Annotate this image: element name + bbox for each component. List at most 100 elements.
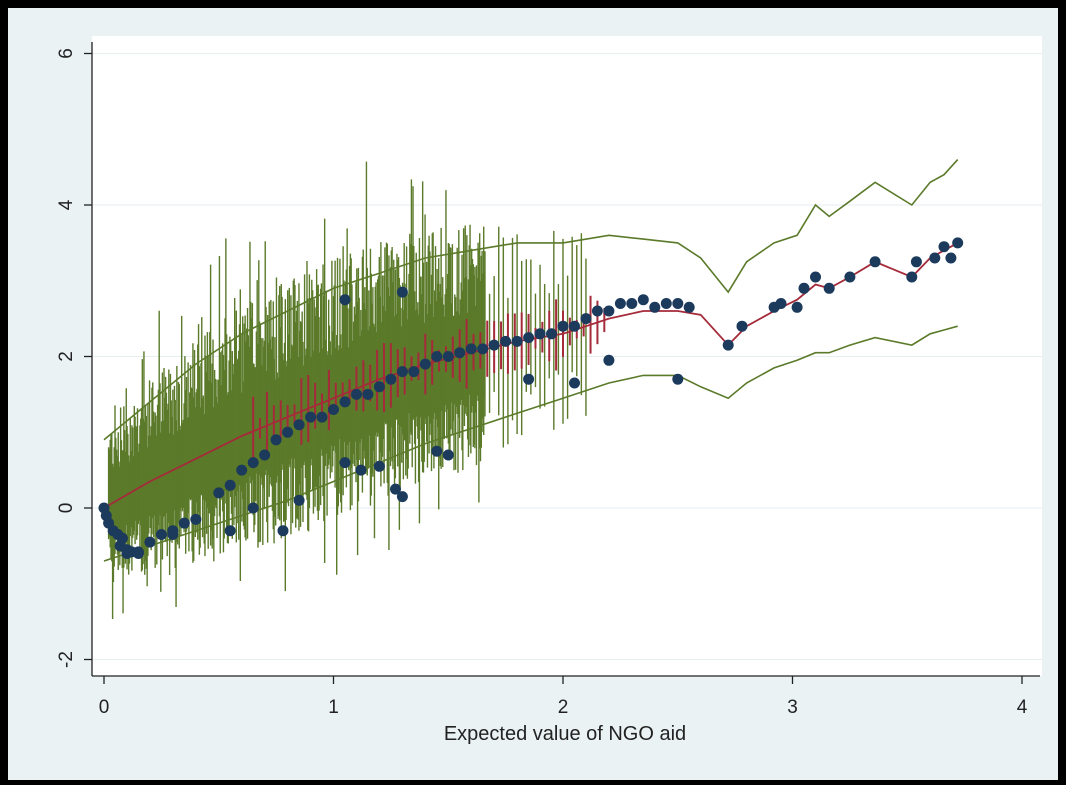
scatter-point	[224, 525, 236, 537]
scatter-point	[190, 513, 202, 525]
fit-line-layer	[103, 159, 959, 562]
y-tick-label: 2	[56, 351, 77, 362]
scatter-point	[277, 525, 289, 537]
x-tick-label: 2	[558, 697, 569, 718]
x-tick-label: 0	[99, 697, 110, 718]
scatter-point	[775, 298, 787, 309]
scatter-point	[114, 540, 126, 552]
scatter-point	[454, 347, 466, 359]
y-tick-label: -2	[56, 651, 77, 668]
scatter-point	[906, 271, 918, 283]
scatter-point	[390, 483, 401, 495]
scatter-point	[408, 366, 420, 378]
scatter-point	[293, 494, 305, 506]
scatter-point	[603, 354, 615, 366]
scatter-point	[431, 445, 443, 457]
scatter-point	[442, 449, 454, 461]
scatter-point	[465, 343, 477, 355]
scatter-point	[396, 366, 408, 378]
scatter-point	[569, 377, 580, 389]
scatter-point	[637, 294, 649, 306]
scatter-point	[736, 320, 748, 332]
scatter-point	[844, 271, 856, 283]
scatter-point	[339, 457, 351, 469]
scatter-point	[213, 487, 225, 499]
scatter-point	[224, 479, 236, 491]
scatter-point	[798, 282, 810, 294]
scatter-point	[270, 434, 282, 446]
scatter-point	[546, 328, 557, 340]
fit-line	[103, 242, 959, 509]
scatter-point	[591, 305, 603, 317]
scatter-point	[488, 339, 500, 351]
scatter-point	[355, 464, 367, 476]
scatter-point	[938, 241, 950, 253]
scatter-point	[672, 373, 684, 385]
scatter-point	[910, 256, 922, 268]
scatter-point	[144, 536, 156, 548]
scatter-point	[442, 351, 454, 362]
scatter-point	[672, 298, 684, 309]
scatter-point	[557, 320, 569, 332]
scatter-point	[351, 388, 362, 400]
scatter-point	[477, 343, 489, 355]
scatter-point	[431, 351, 443, 362]
scatter-point	[167, 529, 179, 540]
y-tick-label: 4	[56, 199, 77, 210]
scatter-point	[155, 529, 167, 540]
scatter-point	[339, 294, 351, 306]
scatter-point	[328, 404, 339, 415]
scatter-point	[396, 286, 408, 298]
y-tick-label: 6	[56, 48, 77, 59]
scatter-point	[121, 548, 133, 559]
scatter-point	[282, 426, 294, 438]
scatter-point	[316, 411, 328, 423]
scatter-point	[626, 298, 638, 309]
scatter-point	[823, 282, 835, 294]
scatter-point	[569, 320, 580, 332]
scatter-point	[305, 411, 317, 423]
scatter-point	[373, 460, 385, 472]
scatter-point	[511, 335, 523, 347]
scatter-point	[247, 502, 259, 514]
scatter-point	[385, 373, 397, 385]
scatter-point	[236, 464, 248, 476]
x-tick-label: 4	[1017, 697, 1028, 718]
scatter-point	[791, 301, 803, 313]
scatter-point	[945, 252, 957, 264]
scatter-point	[362, 388, 374, 400]
scatter-point	[952, 237, 964, 249]
scatter-point	[339, 396, 351, 408]
scatter-point	[649, 301, 661, 313]
scatter-point	[132, 546, 144, 558]
scatter-point	[580, 313, 592, 325]
scatter-point	[500, 335, 512, 347]
scatter-point	[929, 252, 941, 264]
x-tick-label: 1	[328, 697, 339, 718]
scatter-point	[614, 298, 626, 309]
scatter-point	[523, 332, 535, 344]
scatter-point	[396, 491, 408, 503]
scatter-point	[603, 305, 615, 317]
scatter-point	[178, 517, 190, 529]
y-tick-label: 0	[56, 503, 77, 514]
scatter-point	[373, 381, 385, 393]
scatter-point	[293, 419, 305, 431]
axis-layer: -2 0 2 4 6 0 1 2 3 4	[56, 42, 1040, 718]
x-tick-label: 3	[787, 697, 798, 718]
scatter-point	[534, 328, 546, 340]
x-axis-title: Expected value of NGO aid	[444, 723, 686, 745]
scatter-point	[683, 301, 695, 313]
scatter-point	[810, 271, 821, 283]
scatter-points-layer	[98, 237, 964, 559]
scatter-point	[523, 373, 535, 385]
scatter-point	[869, 256, 881, 268]
ci-upper-line	[103, 159, 959, 441]
scatter-point	[419, 358, 431, 370]
scatter-point	[259, 449, 271, 461]
scatter-point	[722, 339, 734, 351]
scatter-point	[247, 457, 259, 469]
scatter-point	[660, 298, 672, 309]
